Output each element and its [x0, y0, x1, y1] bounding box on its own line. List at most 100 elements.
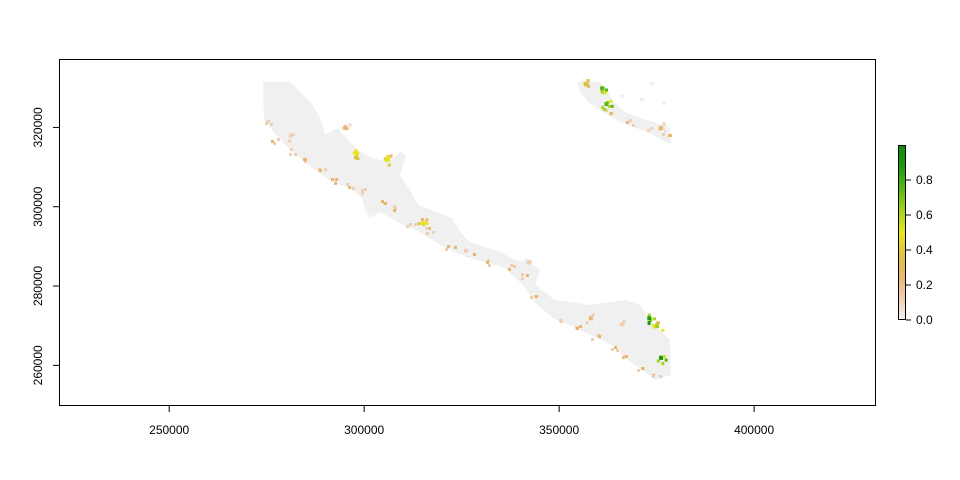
raster-cell	[560, 320, 563, 323]
raster-hotspot-cell	[386, 155, 390, 158]
raster-hotspot-cell	[348, 123, 352, 127]
raster-cell	[426, 232, 429, 235]
raster-cell	[650, 127, 653, 130]
raster-cell	[508, 268, 511, 271]
raster-cell	[486, 261, 489, 264]
raster-hotspot-cell	[285, 133, 289, 137]
y-tick-label: 300000	[31, 186, 45, 226]
raster-cell	[521, 277, 524, 280]
raster-cell	[304, 158, 307, 161]
raster-cell	[267, 120, 270, 123]
raster-hotspot-cell	[425, 226, 429, 230]
raster-cell	[473, 253, 476, 256]
raster-cell	[361, 189, 364, 192]
raster-cell	[662, 133, 665, 136]
raster-hotspot-cell	[647, 313, 651, 317]
raster-hotspot-cell	[425, 218, 429, 222]
raster-hotspot-cell	[593, 320, 597, 324]
raster-hotspot	[343, 125, 348, 130]
raster-hotspot-cell	[658, 131, 662, 135]
colorbar-tick-label: 0.2	[916, 278, 933, 292]
y-tick-label: 260000	[31, 345, 45, 385]
colorbar-tick-label: 0.4	[916, 243, 933, 257]
raster-cell	[364, 188, 367, 191]
raster-hotspot	[386, 157, 391, 162]
raster-cell	[294, 153, 297, 156]
raster-hotspot-cell	[581, 79, 585, 82]
raster-hotspot	[526, 260, 531, 265]
colorbar: 0.0 0.2 0.4 0.6 0.8	[898, 145, 933, 327]
raster-hotspot-cell	[353, 156, 357, 159]
raster-cell	[409, 223, 412, 226]
raster-cell	[632, 124, 635, 127]
raster-cell	[290, 148, 293, 151]
raster-hotspot-cell	[605, 88, 608, 92]
raster-hotspot	[600, 86, 605, 91]
raster-cell	[488, 264, 491, 267]
raster-cell	[521, 273, 524, 276]
raster-hotspot-cell	[523, 258, 527, 262]
raster-cell	[393, 205, 396, 208]
raster-hotspot-cell	[463, 253, 467, 257]
raster-hotspot	[421, 221, 426, 226]
raster-cell	[668, 134, 671, 137]
raster-hotspot-cell	[610, 104, 614, 108]
colorbar-tick-label: 0.6	[916, 208, 933, 222]
raster-hotspot-cell	[468, 252, 472, 256]
raster-hotspot-cell	[647, 322, 651, 325]
raster-hotspot-cell	[664, 358, 668, 362]
raster-hotspot-cell	[601, 106, 605, 110]
raster-cell	[454, 246, 457, 249]
raster-hotspot-cell	[340, 126, 344, 130]
raster-cell	[616, 349, 619, 352]
raster-hotspot-cell	[594, 313, 598, 316]
raster-cell	[346, 183, 349, 186]
raster-cell	[614, 346, 617, 349]
raster-cell	[304, 160, 307, 163]
raster-cell	[361, 192, 364, 195]
hotspot-layer	[285, 78, 668, 366]
raster-hotspot-cell	[587, 84, 591, 88]
raster-cell	[277, 138, 280, 141]
raster-cell	[394, 207, 397, 210]
raster-hotspot-cell	[356, 157, 360, 161]
raster-cell	[629, 119, 632, 122]
x-tick-label: 400000	[734, 423, 774, 437]
raster-cell	[432, 231, 435, 234]
raster-cell	[605, 109, 608, 112]
raster-footprint-main	[263, 82, 671, 380]
raster-hotspot-cell	[661, 362, 665, 366]
raster-cell	[352, 187, 355, 190]
raster-cell	[334, 182, 337, 185]
raster-cell	[513, 265, 516, 268]
raster-hotspot-cell	[389, 154, 393, 158]
raster-cell	[428, 227, 431, 230]
raster-cell	[324, 168, 327, 171]
raster-cell	[271, 140, 274, 143]
raster-hotspot	[647, 316, 652, 321]
raster-cell	[406, 225, 409, 228]
raster-fragment	[650, 82, 654, 85]
x-tick-label: 300000	[344, 423, 384, 437]
raster-hotspot-cell	[346, 124, 350, 128]
raster-cell	[659, 375, 662, 378]
raster-hotspot-cell	[653, 325, 657, 329]
raster-cell	[591, 338, 594, 341]
raster-cell	[384, 202, 387, 205]
raster-hotspot-cell	[291, 133, 295, 137]
raster-hotspot-cell	[661, 328, 665, 332]
raster-cell	[598, 335, 601, 338]
raster-cell	[576, 327, 579, 330]
raster-hotspot-cell	[653, 317, 657, 321]
raster-hotspot-cell	[387, 163, 391, 167]
raster-cell	[335, 178, 338, 181]
raster-cell	[610, 112, 613, 115]
raster-cell	[273, 142, 276, 145]
raster-cell	[447, 245, 450, 248]
raster-hotspot-cell	[583, 81, 587, 85]
colorbar-tick-label: 0.0	[916, 313, 933, 327]
raster-cell	[526, 274, 529, 277]
x-axis: 250000 300000 350000 400000	[149, 405, 774, 437]
raster-cell	[623, 355, 626, 358]
raster-cell	[393, 209, 396, 212]
